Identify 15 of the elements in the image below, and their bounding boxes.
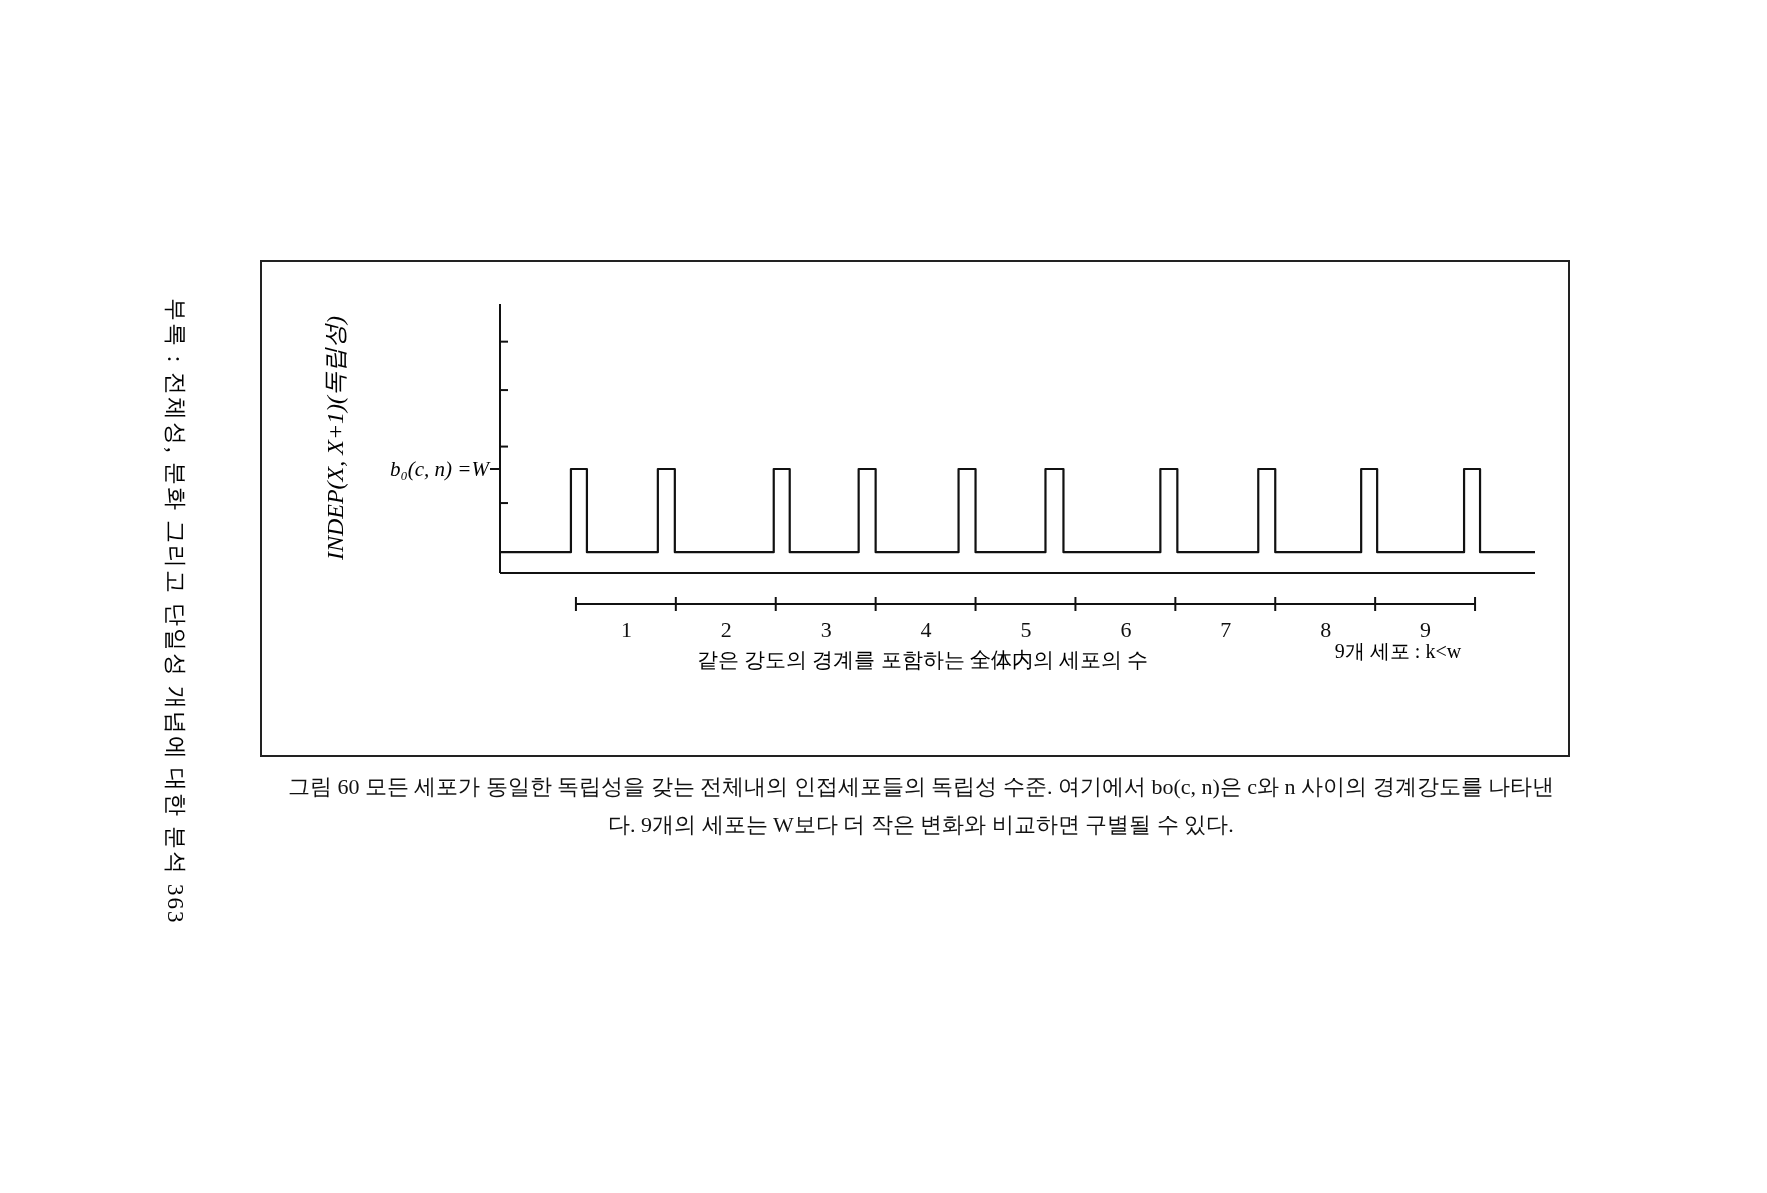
x-tick-label: 7 (1220, 616, 1232, 642)
x-axis-title: 같은 강도의 경계를 포함하는 全体内의 세포의 수 (696, 648, 1149, 672)
x-tick-label: 2 (720, 616, 732, 642)
text: b₀(c, n) =W (389, 457, 492, 482)
x-tick-label: 5 (1020, 616, 1032, 642)
text: 부록 : 전체성, 분화 그리고 단일성 개념에 대한 분석 363 (163, 298, 188, 925)
x-tick-label: 8 (1320, 616, 1332, 642)
caption: 그림 60 모든 세포가 동일한 독립성을 갖는 전체내의 인접세포들의 독립성 수준. 여기에서 bo(c, n)은 c와 n 사이의 경계강도를 나타낸다. 9개의 세포는 W보다 더 작은 변화와 비교하면 구별될 수 있다. (286, 773, 1556, 839)
x-tick-label: 9 (1420, 616, 1432, 642)
x-tick-label: 1 (620, 616, 632, 642)
x-tick-label: 3 (820, 616, 832, 642)
text: INDEP(X, X+1)(독립성) (322, 315, 348, 562)
text: 9개 세포 : k<w (1334, 640, 1462, 662)
x-tick-label: 4 (920, 616, 932, 642)
x-tick-label: 6 (1120, 616, 1132, 642)
